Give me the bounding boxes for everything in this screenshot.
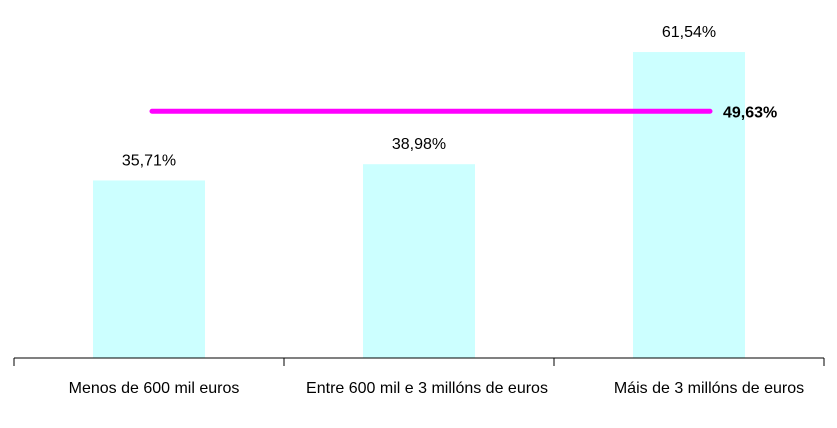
bar-value-label: 38,98%: [392, 136, 446, 153]
bars: [93, 52, 745, 358]
average-line-group: 49,63%: [149, 104, 777, 121]
category-label: Máis de 3 millóns de euros: [613, 380, 805, 397]
category-label: Menos de 600 mil euros: [68, 380, 240, 397]
average-line-label: 49,63%: [723, 104, 777, 121]
x-axis: [13, 357, 825, 366]
bar: [633, 52, 745, 358]
bar: [363, 164, 475, 358]
bar: [93, 180, 205, 358]
category-label: Entre 600 mil e 3 millóns de euros: [306, 380, 548, 397]
bar-value-label: 35,71%: [122, 152, 176, 169]
bar-value-label: 61,54%: [662, 24, 716, 41]
value-labels: 35,71% 38,98% 61,54%: [122, 24, 716, 169]
